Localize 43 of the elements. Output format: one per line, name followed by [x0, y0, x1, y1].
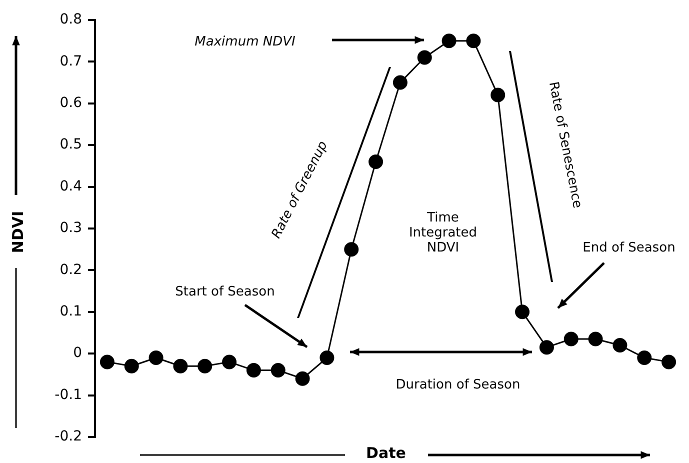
point [368, 154, 384, 170]
point [539, 340, 554, 355]
y-tick-label: -0.1 [54, 386, 82, 403]
point [417, 50, 432, 65]
point [588, 332, 603, 346]
point [270, 363, 286, 378]
point [100, 354, 114, 370]
y-tick-label: 0.8 [60, 12, 82, 28]
point [564, 332, 578, 346]
point [124, 358, 139, 374]
y-axis-title: NDVI [9, 210, 27, 254]
point [392, 75, 408, 90]
y-tick-label: 0.7 [60, 53, 82, 70]
x-axis-title: Date [366, 444, 406, 462]
annotation: Rate of Senescence [545, 80, 585, 210]
annotation: End of Season [582, 240, 676, 256]
point [612, 338, 628, 353]
y-tick-label: -0.2 [54, 428, 82, 445]
y-tick-label: 0.4 [60, 178, 82, 194]
point [490, 88, 506, 102]
point [466, 34, 481, 48]
y-tick-label: 0.5 [60, 136, 82, 153]
y-tick-label: 0.1 [60, 304, 82, 320]
point [198, 358, 212, 374]
y-tick-label: 0.3 [60, 220, 82, 236]
y-tick-label: 0.2 [60, 262, 82, 278]
point [173, 358, 188, 374]
point [222, 354, 237, 370]
annotation: Start of Season [175, 284, 275, 300]
point [320, 350, 334, 366]
point [344, 242, 359, 257]
point [295, 371, 310, 386]
y-tick-label: 0.6 [60, 95, 82, 112]
point [442, 34, 456, 48]
annotation: Maximum NDVI [194, 34, 296, 50]
annotation: Time Integrated NDVI [408, 210, 478, 256]
annotation: Duration of Season [396, 378, 520, 392]
point [246, 363, 261, 378]
point [637, 350, 652, 366]
point [148, 350, 164, 366]
point [515, 304, 530, 320]
y-tick-label: 0 [73, 345, 82, 362]
point [662, 354, 676, 370]
